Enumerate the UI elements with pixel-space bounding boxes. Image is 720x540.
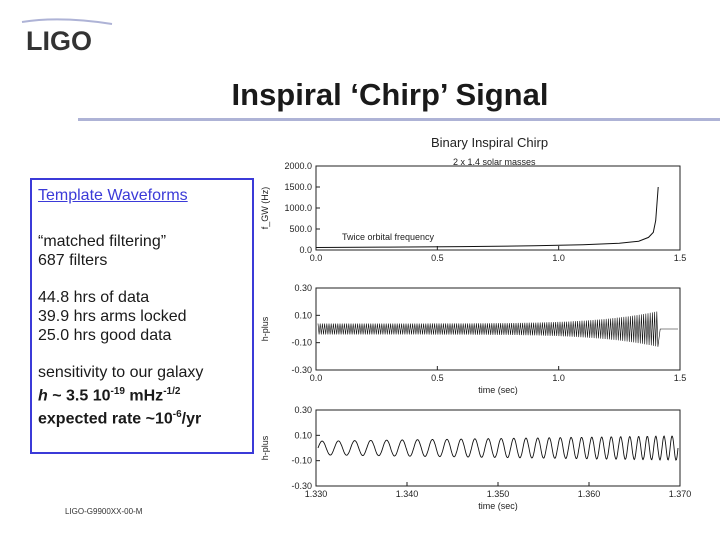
panel-2-xtick-label: 0.0 bbox=[310, 373, 323, 383]
panel-3-ytick-label: 0.30 bbox=[294, 405, 312, 415]
title-divider bbox=[78, 118, 720, 121]
logo-text: LIGO bbox=[26, 26, 92, 54]
panel-1-ytick-label: 1000.0 bbox=[284, 203, 312, 213]
frequency-annotation: Twice orbital frequency bbox=[342, 232, 435, 242]
panel-1-ytick-label: 500.0 bbox=[289, 224, 312, 234]
frequency-curve bbox=[315, 186, 659, 248]
panel-2-ylabel: h-plus bbox=[260, 316, 270, 341]
panel-3-ytick-label: 0.10 bbox=[294, 430, 312, 440]
arms-locked-text: 39.9 hrs arms locked bbox=[38, 308, 187, 325]
chart-title: Binary Inspiral Chirp bbox=[431, 135, 548, 150]
matched-filtering-text: “matched filtering” bbox=[38, 233, 167, 250]
template-waveforms-link[interactable]: Template Waveforms bbox=[38, 187, 188, 204]
panel-2-ytick-label: 0.10 bbox=[294, 310, 312, 320]
sensitivity-text: sensitivity to our galaxy bbox=[38, 364, 204, 381]
panel-3-xtick-label: 1.340 bbox=[396, 489, 419, 499]
footer-document-id: LIGO-G9900XX-00-M bbox=[65, 507, 143, 516]
ligo-logo: LIGO bbox=[20, 18, 115, 59]
panel-3-xtick-label: 1.350 bbox=[487, 489, 510, 499]
panel-1-xtick-label: 0.0 bbox=[310, 253, 323, 263]
expected-rate-text: expected rate ~10-6/yr bbox=[38, 409, 202, 428]
good-data-text: 25.0 hrs good data bbox=[38, 327, 172, 344]
waveform-zoom bbox=[317, 435, 679, 461]
info-panel: Template Waveforms “matched filtering” 6… bbox=[30, 178, 254, 454]
panel-3-xlabel: time (sec) bbox=[478, 501, 518, 511]
chart-subtitle: 2 x 1.4 solar masses bbox=[453, 157, 536, 167]
panel-1-xtick-label: 1.5 bbox=[674, 253, 687, 263]
panel-2-ytick-label: 0.30 bbox=[294, 283, 312, 293]
panel-2-xlabel: time (sec) bbox=[478, 385, 518, 395]
waveform-full bbox=[317, 311, 678, 347]
panel-1-ytick-label: 1500.0 bbox=[284, 182, 312, 192]
panel-2-xtick-label: 0.5 bbox=[431, 373, 444, 383]
panel-1-xtick-label: 0.5 bbox=[431, 253, 444, 263]
slide-title: Inspiral ‘Chirp’ Signal bbox=[231, 77, 549, 112]
chirp-figure: Binary Inspiral Chirp 2 x 1.4 solar masse… bbox=[254, 128, 694, 533]
panel-3-xtick-label: 1.330 bbox=[305, 489, 328, 499]
panel-2-frame bbox=[315, 287, 681, 371]
filters-count-text: 687 filters bbox=[38, 252, 108, 269]
panel-3-ylabel: h-plus bbox=[260, 435, 270, 460]
panel-3-xtick-label: 1.360 bbox=[578, 489, 601, 499]
panel-2-xtick-label: 1.5 bbox=[674, 373, 687, 383]
panel-2-xtick-label: 1.0 bbox=[552, 373, 565, 383]
strain-sensitivity: h ~ 3.5 10-19 mHz-1/2 bbox=[38, 386, 181, 405]
panel-3-xtick-label: 1.370 bbox=[669, 489, 692, 499]
panel-3-ytick-label: -0.10 bbox=[291, 456, 312, 466]
panel-2-ytick-label: -0.30 bbox=[291, 365, 312, 375]
data-hours-text: 44.8 hrs of data bbox=[38, 289, 150, 306]
panel-2-ytick-label: -0.10 bbox=[291, 338, 312, 348]
panel-1-ytick-label: 0.0 bbox=[299, 245, 312, 255]
panel-1-xtick-label: 1.0 bbox=[552, 253, 565, 263]
panel-1-ylabel: f_GW (Hz) bbox=[260, 187, 270, 230]
panel-1-ytick-label: 2000.0 bbox=[284, 161, 312, 171]
panel-3-ytick-label: -0.30 bbox=[291, 481, 312, 491]
